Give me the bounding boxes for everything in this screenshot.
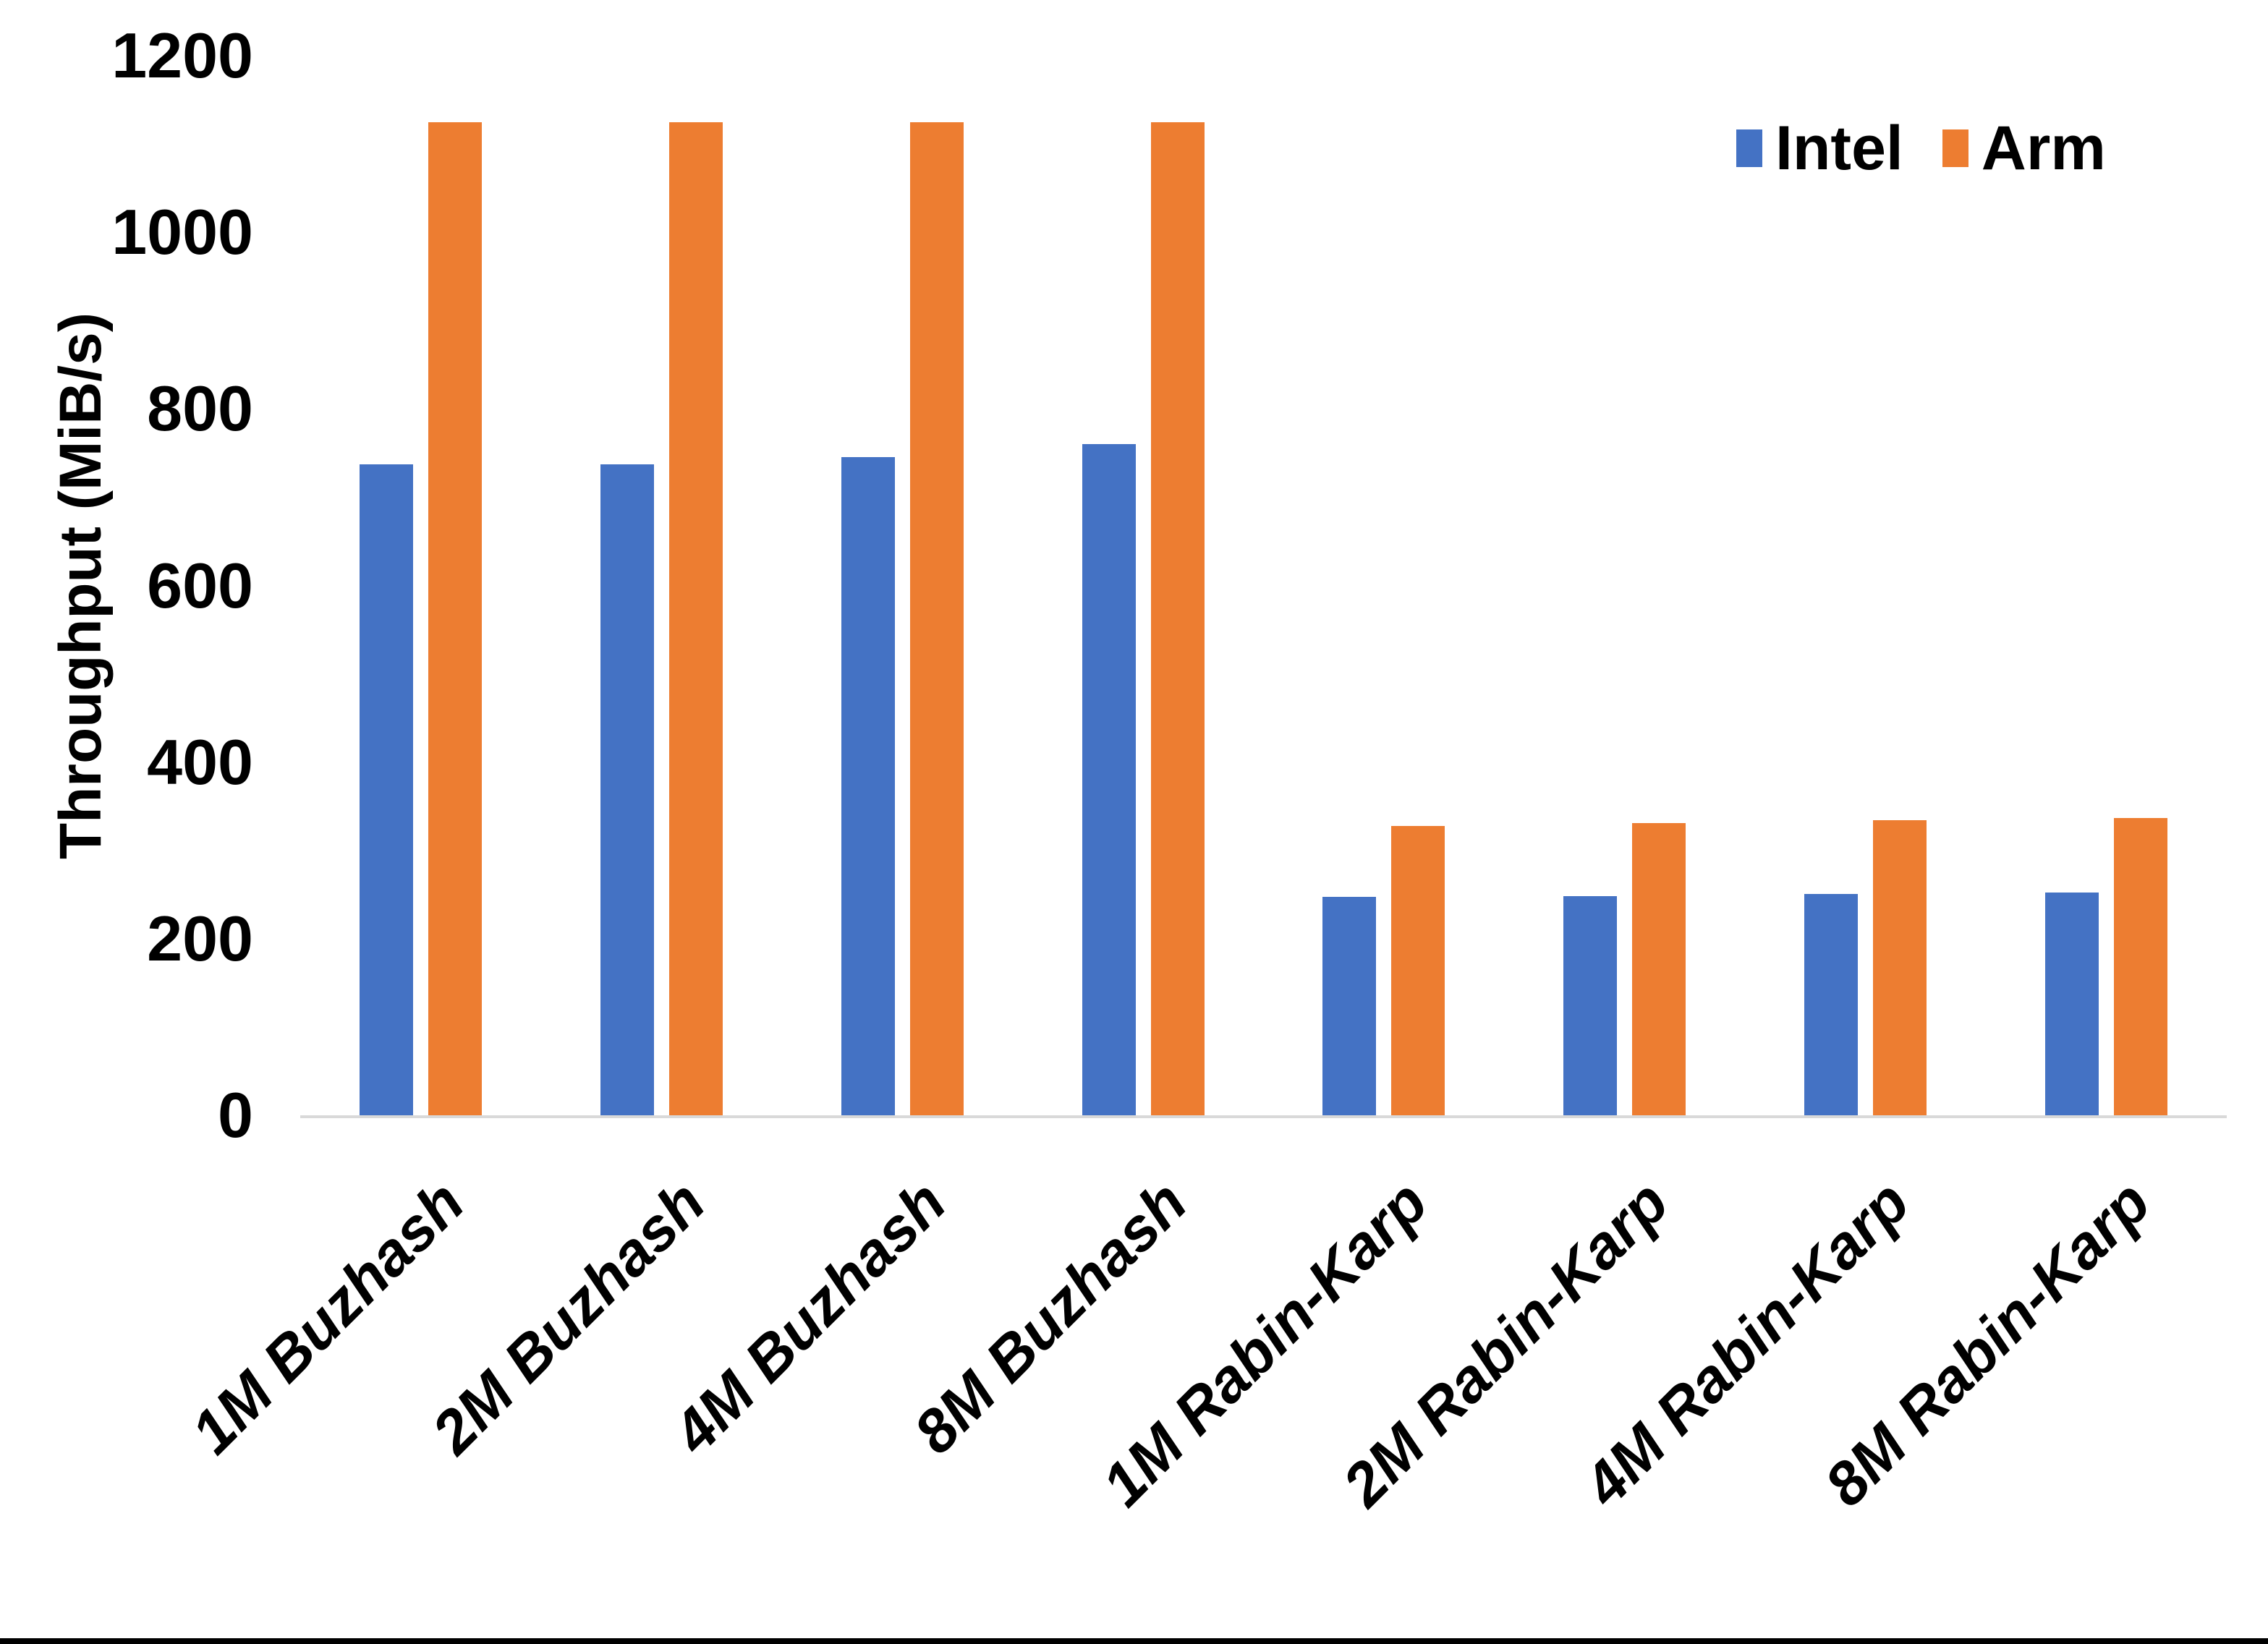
legend-label-intel: Intel	[1775, 114, 1903, 183]
plot-area	[300, 56, 2227, 1118]
chart-legend: Intel Arm	[1736, 117, 2106, 179]
legend-entry-arm: Arm	[1942, 117, 2106, 179]
bar-arm-1m-buzhash	[428, 122, 482, 1115]
bar-arm-8m-buzhash	[1150, 122, 1205, 1115]
bar-arm-4m-rabin-karp	[1873, 820, 1927, 1115]
y-axis-tick-label: 1200	[111, 20, 253, 91]
bar-intel-1m-rabin-karp	[1322, 897, 1377, 1115]
bar-intel-8m-buzhash	[1082, 444, 1136, 1115]
category-slot	[1745, 56, 1986, 1115]
category-slot	[300, 56, 541, 1115]
y-axis-tick-label: 800	[147, 372, 253, 445]
y-axis-tick-label: 600	[147, 549, 253, 621]
category-slot	[782, 56, 1023, 1115]
legend-swatch-intel	[1736, 129, 1762, 167]
category-slot	[541, 56, 782, 1115]
bar-arm-2m-rabin-karp	[1632, 822, 1686, 1115]
bar-arm-8m-rabin-karp	[2114, 817, 2168, 1115]
bar-intel-4m-buzhash	[841, 457, 895, 1115]
bar-arm-1m-rabin-karp	[1391, 825, 1445, 1115]
bar-arm-2m-buzhash	[668, 122, 723, 1115]
y-axis-title: Throughput (MiB/s)	[48, 312, 114, 860]
bar-intel-2m-rabin-karp	[1563, 896, 1618, 1115]
category-slot	[1986, 56, 2227, 1115]
bar-intel-1m-buzhash	[359, 464, 413, 1115]
y-axis-tick-label: 1000	[111, 196, 253, 268]
legend-entry-intel: Intel	[1736, 117, 1903, 179]
y-axis-tick-label: 400	[147, 725, 253, 798]
y-axis-tick-label: 0	[218, 1079, 253, 1151]
bar-intel-2m-buzhash	[600, 464, 654, 1115]
legend-swatch-arm	[1942, 129, 1968, 167]
y-axis-tick-label: 200	[147, 902, 253, 974]
category-slot	[1023, 56, 1264, 1115]
bar-intel-4m-rabin-karp	[1804, 893, 1859, 1115]
category-slot	[1264, 56, 1505, 1115]
bar-intel-8m-rabin-karp	[2045, 893, 2099, 1115]
category-slot	[1504, 56, 1745, 1115]
bottom-border	[0, 1638, 2268, 1644]
legend-label-arm: Arm	[1981, 114, 2106, 183]
bar-arm-4m-buzhash	[909, 122, 964, 1115]
